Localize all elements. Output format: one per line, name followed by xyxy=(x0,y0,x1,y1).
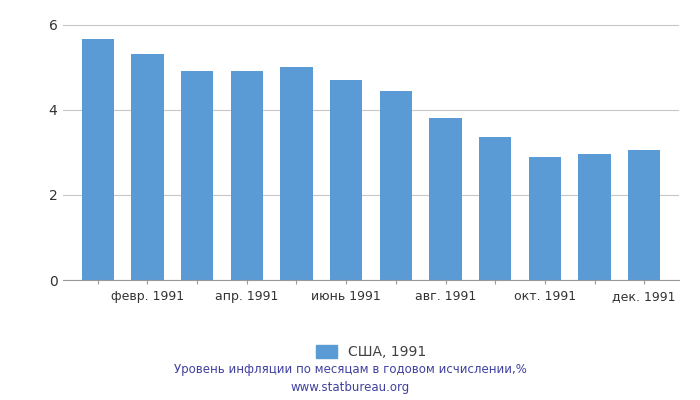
Bar xyxy=(280,67,313,280)
Bar xyxy=(528,156,561,280)
Bar xyxy=(628,150,660,280)
Bar xyxy=(379,90,412,280)
Bar xyxy=(479,137,511,280)
Bar xyxy=(181,71,214,280)
Bar xyxy=(82,40,114,280)
Bar xyxy=(429,118,462,280)
Legend: США, 1991: США, 1991 xyxy=(310,340,432,365)
Bar xyxy=(132,54,164,280)
Bar xyxy=(231,71,263,280)
Text: www.statbureau.org: www.statbureau.org xyxy=(290,382,410,394)
Text: Уровень инфляции по месяцам в годовом исчислении,%: Уровень инфляции по месяцам в годовом ис… xyxy=(174,364,526,376)
Bar xyxy=(578,154,610,280)
Bar xyxy=(330,80,363,280)
